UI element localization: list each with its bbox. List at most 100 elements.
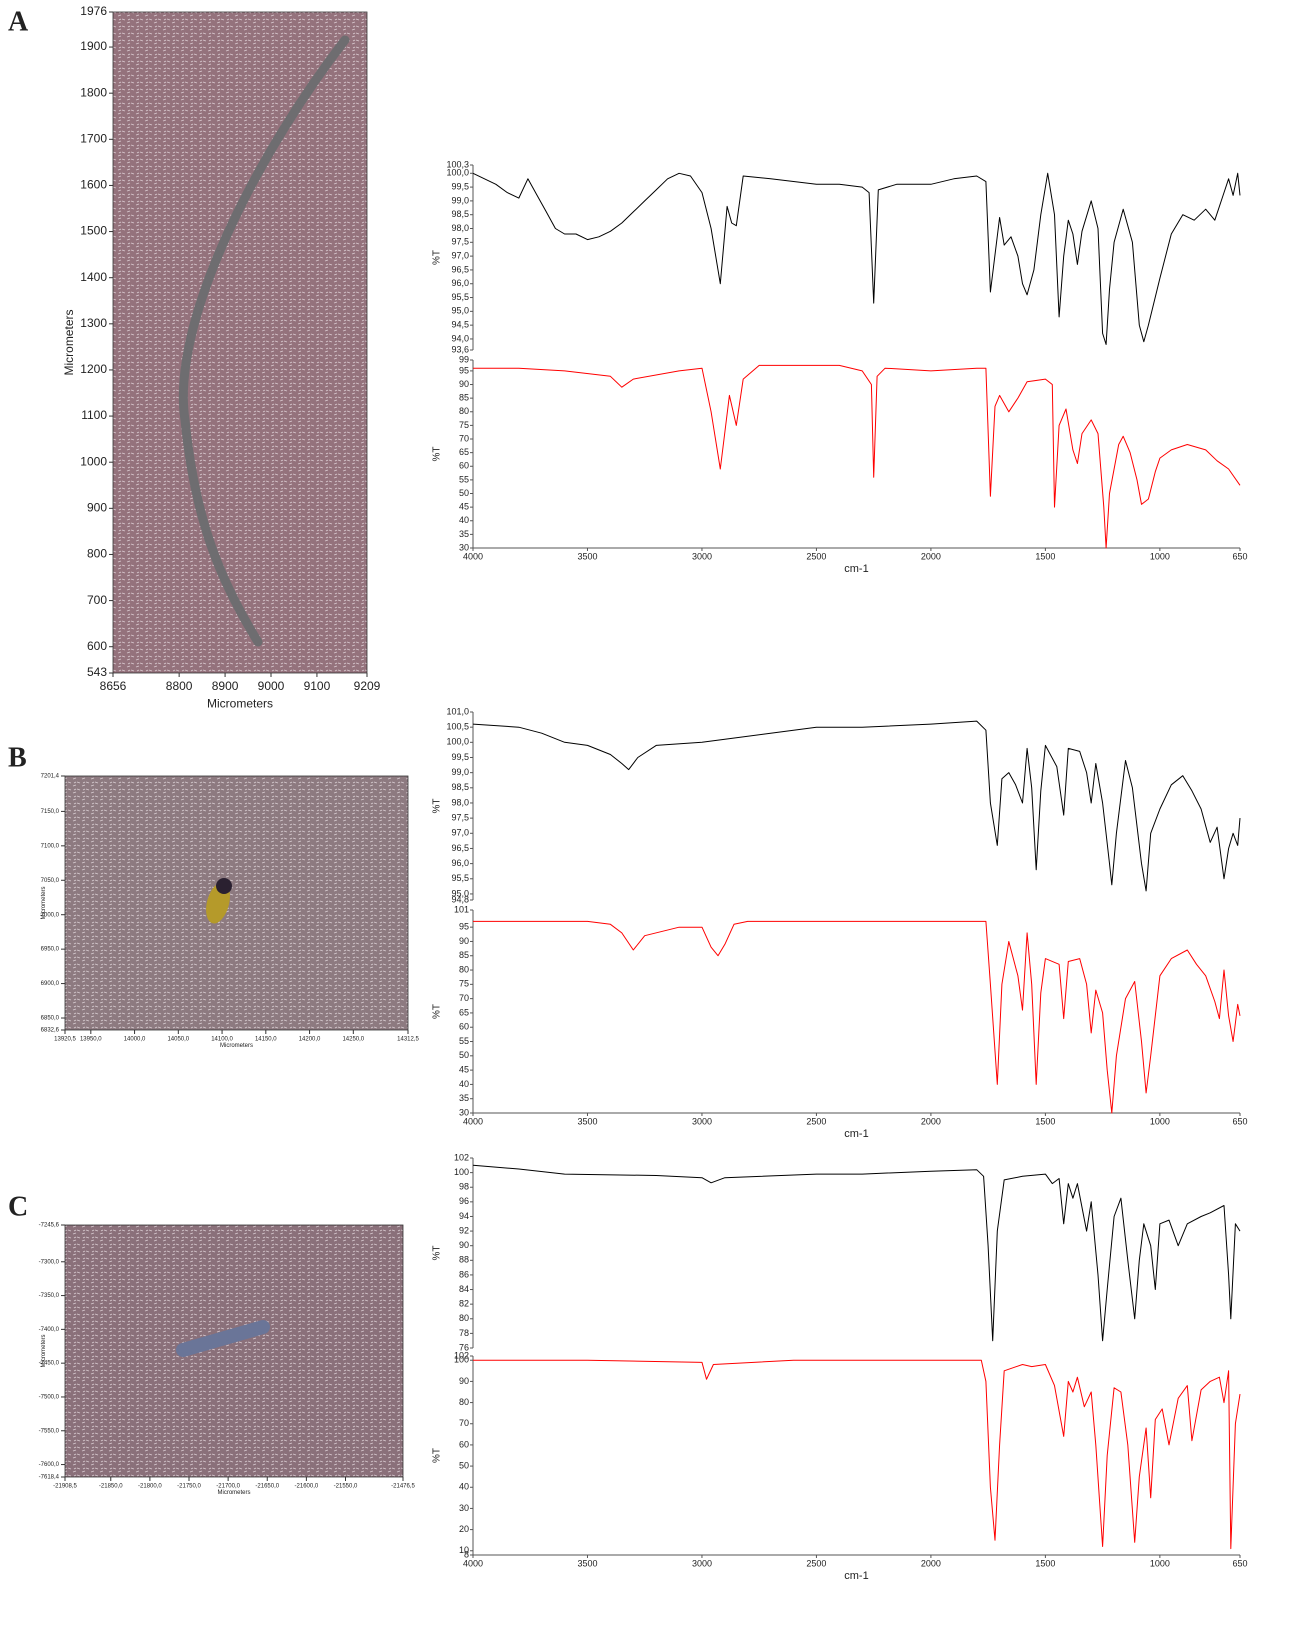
y-tick-label: 90 bbox=[459, 936, 469, 946]
x-axis-label: cm-1 bbox=[844, 563, 868, 575]
y-tick-label: 8 bbox=[464, 1549, 469, 1559]
y-tick-label: 1600 bbox=[80, 178, 107, 192]
y-tick-label: 98,0 bbox=[451, 223, 469, 233]
y-tick-label: 1300 bbox=[80, 316, 107, 330]
y-tick-label: 65 bbox=[459, 447, 469, 457]
y-tick-label: 78 bbox=[459, 1328, 469, 1338]
y-tick-label: 70 bbox=[459, 993, 469, 1003]
x-tick-label: 4000 bbox=[463, 1558, 483, 1568]
y-tick-label: 97,5 bbox=[451, 237, 469, 247]
y-tick-label: 6900,0 bbox=[41, 981, 60, 987]
x-tick-label: -21850,0 bbox=[99, 1483, 123, 1489]
y-tick-label: 6850,0 bbox=[41, 1016, 60, 1022]
y-tick-label: 102 bbox=[454, 1152, 469, 1162]
y-tick-label: 95,5 bbox=[451, 292, 469, 302]
x-tick-label: 2500 bbox=[806, 1558, 826, 1568]
y-tick-label: 86 bbox=[459, 1269, 469, 1279]
spectrum bbox=[472, 1164, 1241, 1342]
y-tick-label: 96 bbox=[459, 1196, 469, 1206]
y-tick-label: 900 bbox=[87, 500, 107, 514]
y-tick-label: 99 bbox=[459, 354, 469, 364]
y-tick-label: 97,0 bbox=[451, 828, 469, 838]
x-axis-label: Micrometers bbox=[217, 1490, 250, 1496]
y-tick-label: 1100 bbox=[81, 408, 107, 422]
y-tick-label: -7300,0 bbox=[39, 1259, 60, 1265]
y-tick-label: 60 bbox=[459, 461, 469, 471]
y-tick-label: -7500,0 bbox=[39, 1395, 60, 1401]
y-tick-label: 55 bbox=[459, 1036, 469, 1046]
x-tick-label: -21550,0 bbox=[334, 1483, 358, 1489]
micrograph-texture bbox=[113, 12, 367, 673]
x-tick-label: 2000 bbox=[921, 1558, 941, 1568]
x-tick-label: 14150,0 bbox=[255, 1036, 277, 1042]
y-tick-label: 102 bbox=[454, 1350, 469, 1360]
x-tick-label: 8656 bbox=[100, 679, 127, 693]
x-tick-label: 3000 bbox=[692, 551, 712, 561]
y-tick-label: 98,0 bbox=[451, 797, 469, 807]
x-tick-label: -21600,0 bbox=[295, 1483, 319, 1489]
y-tick-label: 600 bbox=[87, 639, 107, 653]
frame bbox=[64, 1224, 404, 1478]
y-tick-label: 10 bbox=[459, 1545, 469, 1555]
particle bbox=[176, 1320, 270, 1357]
y-tick-label: 1976 bbox=[80, 4, 107, 18]
y-tick-label: 20 bbox=[459, 1524, 469, 1534]
micrograph-texture bbox=[65, 1225, 403, 1477]
x-axis-label: cm-1 bbox=[844, 1128, 868, 1140]
y-tick-label: 90 bbox=[459, 1376, 469, 1386]
y-tick-label: 99,5 bbox=[451, 181, 469, 191]
y-tick-label: 94 bbox=[459, 1211, 469, 1221]
x-tick-label: 2500 bbox=[806, 1116, 826, 1126]
y-tick-label: 101 bbox=[454, 904, 469, 914]
x-tick-label: 3500 bbox=[577, 1558, 597, 1568]
y-axis-label: %T bbox=[432, 799, 443, 814]
y-tick-label: 50 bbox=[459, 488, 469, 498]
y-tick-label: 85 bbox=[459, 393, 469, 403]
y-tick-label: 84 bbox=[459, 1284, 469, 1294]
x-tick-label: 14100,0 bbox=[211, 1036, 233, 1042]
y-tick-label: 80 bbox=[459, 1313, 469, 1323]
panel-label: A bbox=[8, 6, 29, 37]
y-tick-label: 35 bbox=[459, 1093, 469, 1103]
y-tick-label: 101,0 bbox=[446, 706, 469, 716]
y-tick-label: 6832,6 bbox=[41, 1028, 60, 1034]
y-tick-label: 100 bbox=[454, 1167, 469, 1177]
x-tick-label: 3500 bbox=[577, 551, 597, 561]
y-tick-label: 95,0 bbox=[451, 888, 469, 898]
y-tick-label: -7550,0 bbox=[39, 1428, 60, 1434]
x-tick-label: 14312,5 bbox=[397, 1036, 419, 1042]
x-tick-label: 14000,0 bbox=[124, 1036, 146, 1042]
x-tick-label: 2000 bbox=[921, 1116, 941, 1126]
x-tick-label: 14200,0 bbox=[299, 1036, 321, 1042]
x-tick-label: 14250,0 bbox=[342, 1036, 364, 1042]
x-tick-label: -21750,0 bbox=[177, 1483, 201, 1489]
y-tick-label: -7618,4 bbox=[39, 1475, 60, 1481]
x-tick-label: 9000 bbox=[258, 679, 285, 693]
y-tick-label: 97,5 bbox=[451, 813, 469, 823]
y-axis-label: %T bbox=[432, 447, 443, 462]
y-tick-label: 30 bbox=[459, 542, 469, 552]
y-tick-label: 95 bbox=[459, 922, 469, 932]
frame bbox=[64, 775, 409, 1031]
y-tick-label: 1400 bbox=[80, 270, 107, 284]
x-tick-label: 13920,5 bbox=[54, 1036, 76, 1042]
y-tick-label: -7600,0 bbox=[39, 1462, 60, 1468]
x-tick-label: -21800,0 bbox=[138, 1483, 162, 1489]
y-tick-label: -7350,0 bbox=[39, 1293, 60, 1299]
x-tick-label: 3000 bbox=[692, 1558, 712, 1568]
y-tick-label: 82 bbox=[459, 1299, 469, 1309]
x-tick-label: -21700,0 bbox=[216, 1483, 240, 1489]
x-axis-label: Micrometers bbox=[207, 696, 273, 710]
x-tick-label: 650 bbox=[1232, 1558, 1247, 1568]
spectrum bbox=[472, 720, 1241, 892]
x-tick-label: 650 bbox=[1232, 551, 1247, 561]
y-tick-label: 96,0 bbox=[451, 858, 469, 868]
y-tick-label: 100 bbox=[454, 1355, 469, 1365]
x-tick-label: 14050,0 bbox=[167, 1036, 189, 1042]
particle bbox=[178, 35, 350, 647]
x-tick-label: 8900 bbox=[212, 679, 239, 693]
y-tick-label: 100,0 bbox=[446, 737, 469, 747]
x-tick-label: 4000 bbox=[463, 551, 483, 561]
y-tick-label: 95,5 bbox=[451, 873, 469, 883]
